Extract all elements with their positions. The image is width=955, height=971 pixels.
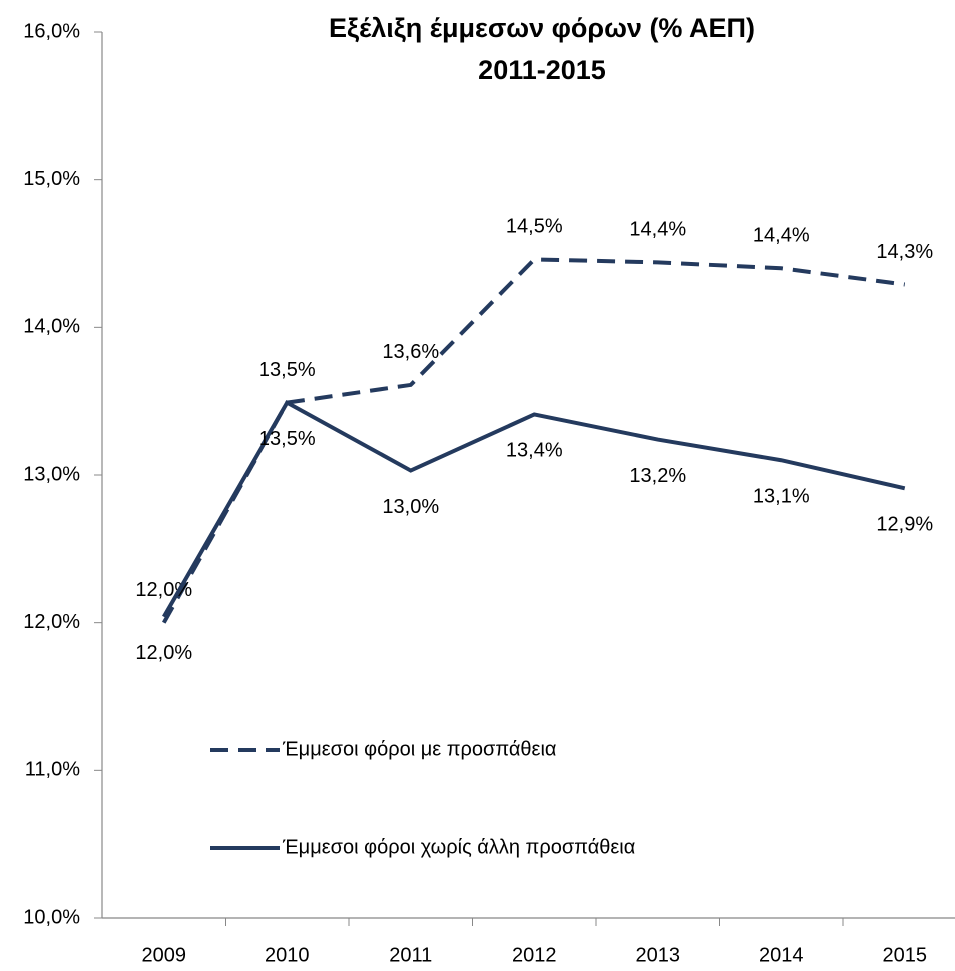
- series-line: [162, 399, 906, 618]
- x-tick-label: 2009: [142, 944, 187, 966]
- data-label: 12,0%: [135, 642, 192, 664]
- chart-subtitle: 2011-2015: [478, 55, 606, 85]
- x-tick-label: 2013: [636, 944, 681, 966]
- data-label: 14,4%: [629, 219, 686, 241]
- y-tick-label: 14,0%: [23, 316, 80, 338]
- legend-label: Έμμεσοι φόροι με προσπάθεια: [282, 738, 556, 760]
- chart-title: Εξέλιξη έμμεσων φόρων (% ΑΕΠ): [329, 13, 755, 43]
- data-label: 13,1%: [753, 486, 810, 508]
- data-label: 12,9%: [876, 514, 933, 536]
- data-label: 13,2%: [629, 465, 686, 487]
- y-tick-label: 13,0%: [23, 463, 80, 485]
- legend-label: Έμμεσοι φόροι χωρίς άλλη προσπάθεια: [282, 836, 635, 858]
- x-tick-label: 2010: [265, 944, 310, 966]
- x-tick-label: 2011: [389, 944, 432, 966]
- y-tick-label: 12,0%: [23, 611, 80, 633]
- x-tick-label: 2014: [759, 944, 804, 966]
- y-tick-label: 15,0%: [23, 168, 80, 190]
- y-tick-label: 11,0%: [25, 759, 80, 781]
- data-label: 13,5%: [259, 359, 316, 381]
- x-tick-label: 2015: [883, 944, 928, 966]
- data-label: 13,5%: [259, 428, 316, 450]
- data-label: 14,5%: [506, 216, 563, 238]
- data-label: 14,3%: [876, 241, 933, 263]
- data-label: 13,4%: [506, 440, 563, 462]
- data-label: 14,4%: [753, 225, 810, 247]
- y-tick-label: 10,0%: [23, 906, 80, 928]
- data-label: 13,6%: [382, 341, 439, 363]
- x-tick-label: 2012: [512, 944, 557, 966]
- data-label: 13,0%: [382, 496, 439, 518]
- y-tick-label: 16,0%: [23, 20, 80, 42]
